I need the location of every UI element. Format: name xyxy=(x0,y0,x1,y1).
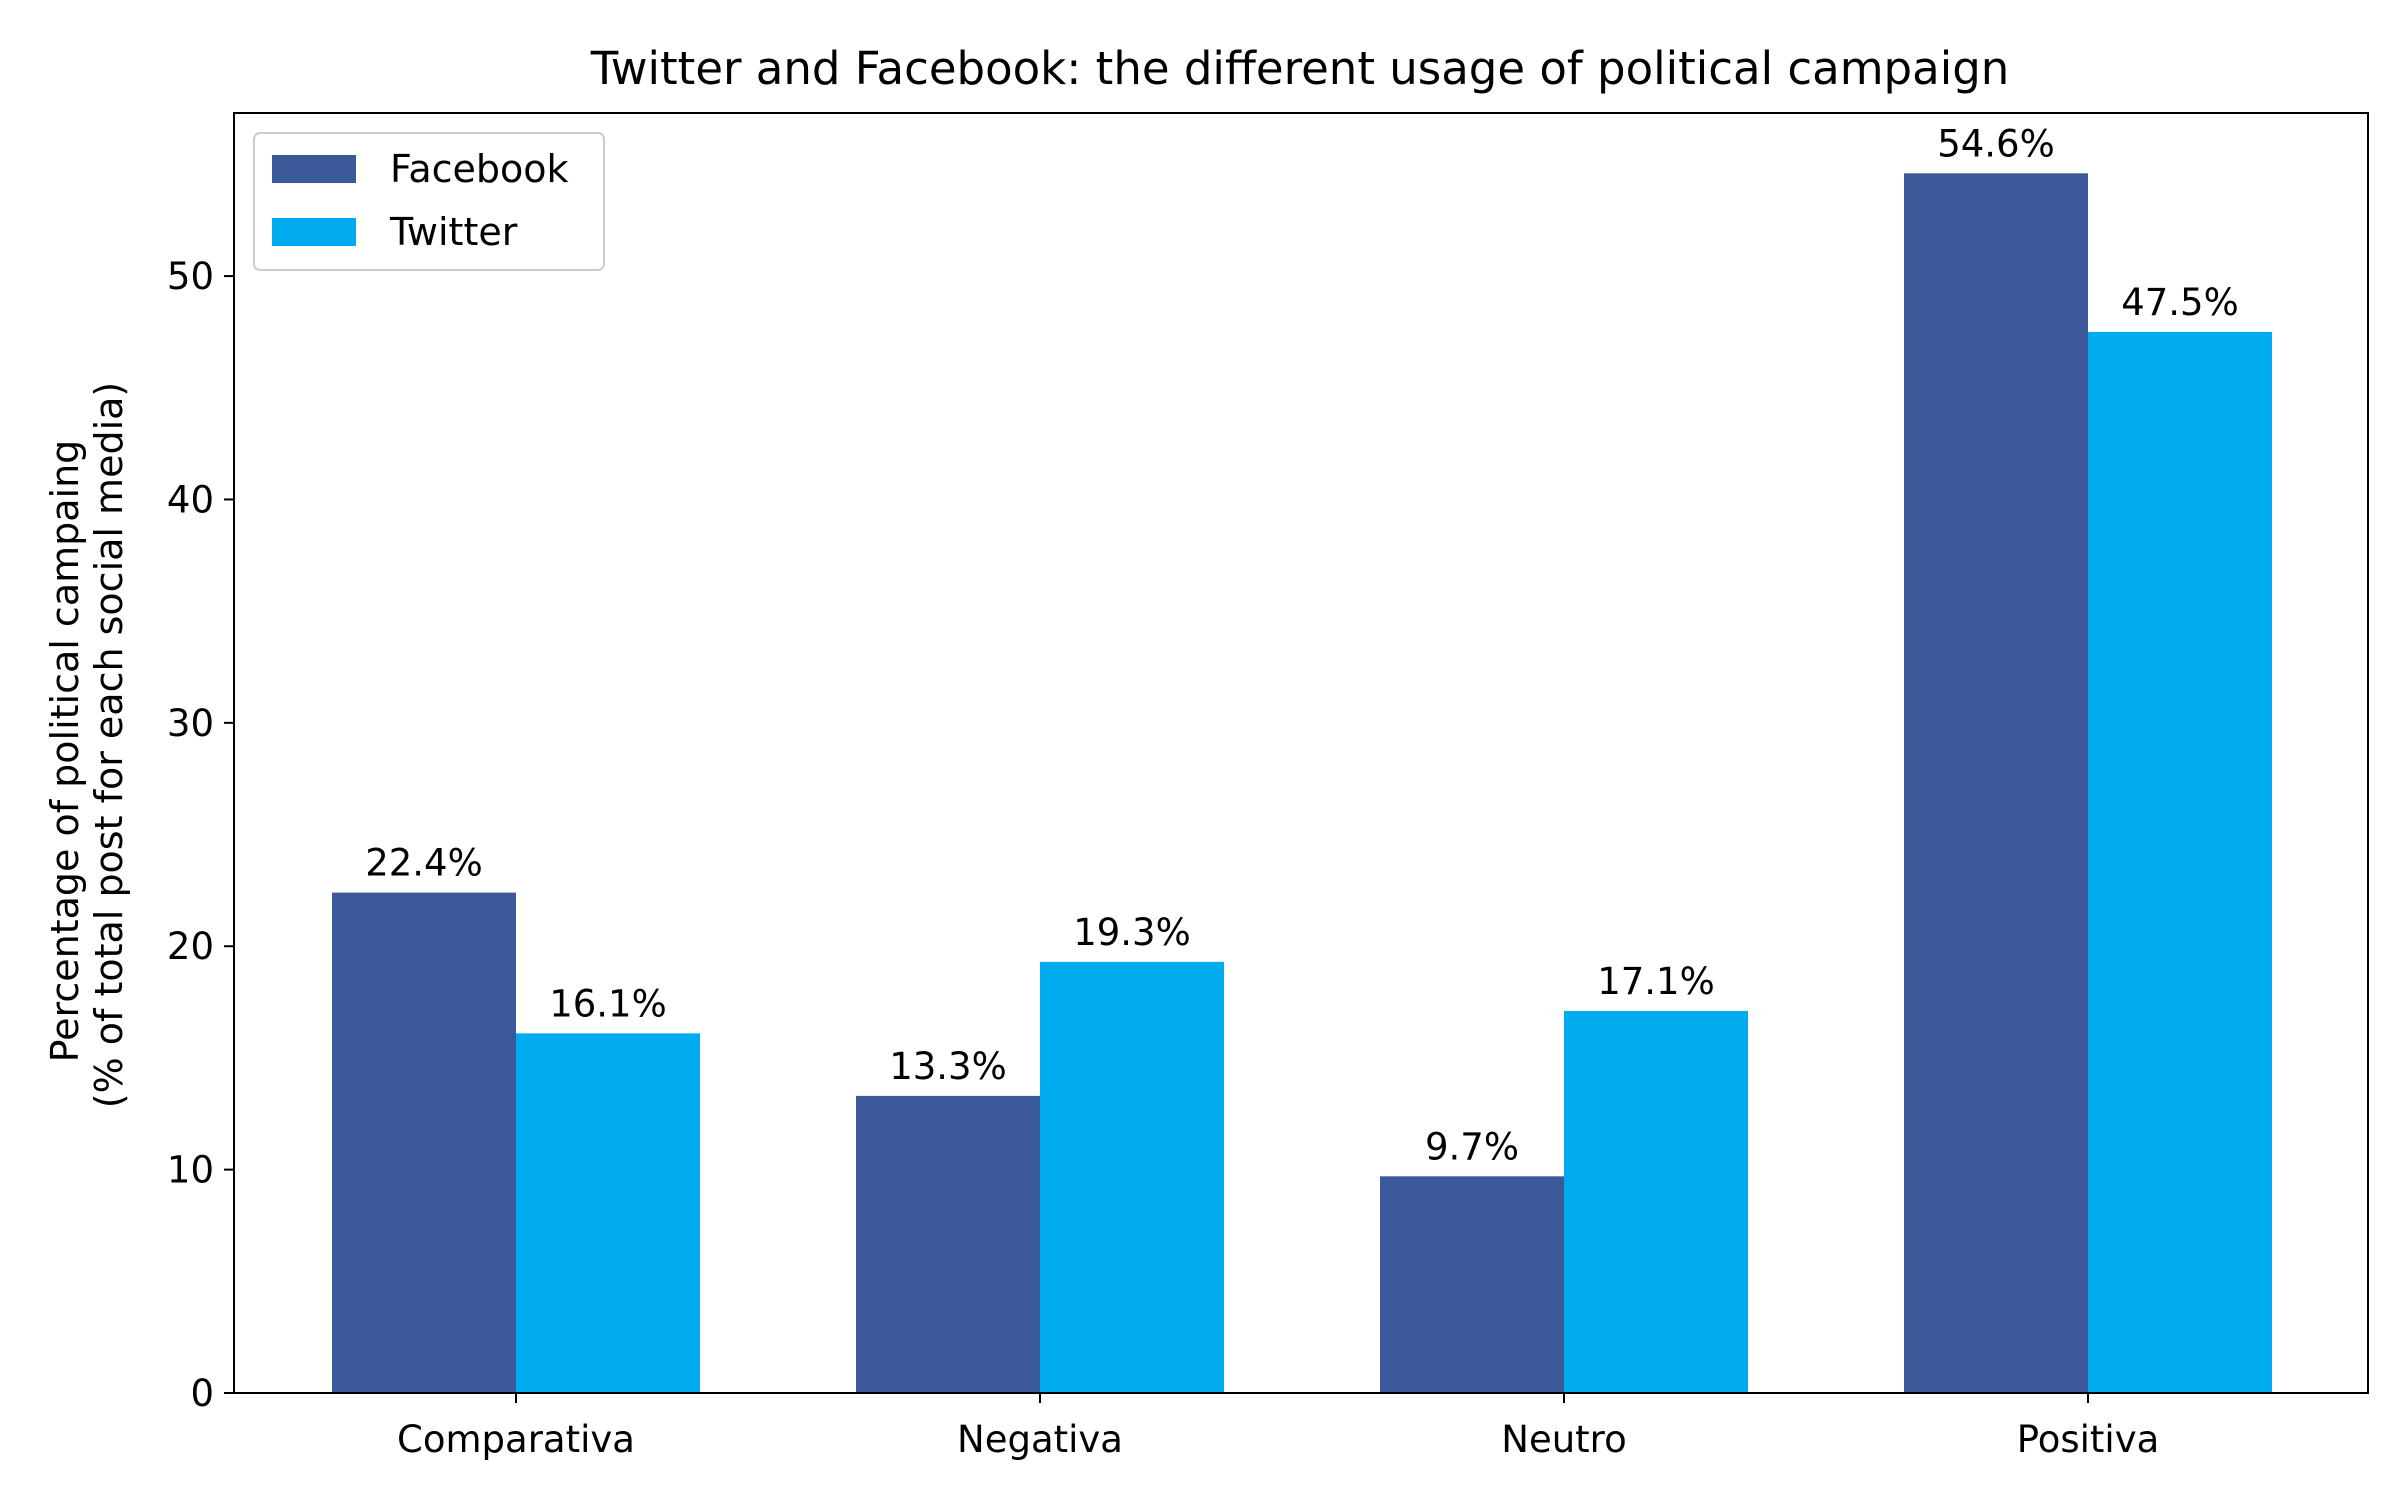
x-axis: Comparativa Negativa Neutro Positiva xyxy=(397,1393,2159,1461)
y-tick-label-0: 0 xyxy=(190,1372,214,1415)
bar-facebook-neutro xyxy=(1380,1176,1564,1393)
bar-facebook-negativa xyxy=(856,1095,1040,1393)
y-tick-label-20: 20 xyxy=(167,925,214,968)
y-axis-label-line-1: Percentage of political campaing xyxy=(43,440,87,1063)
data-label-facebook-positiva: 54.6% xyxy=(1937,122,2055,165)
chart-title: Twitter and Facebook: the different usag… xyxy=(590,42,2010,95)
data-label-twitter-comparativa: 16.1% xyxy=(549,982,667,1025)
plot-area-frame xyxy=(233,112,2369,1394)
data-labels-layer: 22.4% 16.1% 13.3% 19.3% 9.7% 17.1% 54.6% 47.5% xyxy=(365,122,2239,1168)
x-tick-label-neutro: Neutro xyxy=(1501,1418,1626,1461)
y-axis-label-line-2: (% of total post for each social media) xyxy=(87,382,131,1109)
data-label-facebook-neutro: 9.7% xyxy=(1425,1125,1519,1168)
y-axis-label: Percentage of political campaing (% of t… xyxy=(43,382,131,1109)
bar-facebook-positiva xyxy=(1904,173,2088,1394)
legend-label-facebook: Facebook xyxy=(390,147,569,191)
y-tick-label-50: 50 xyxy=(167,255,214,298)
bar-twitter-negativa xyxy=(1040,961,1224,1393)
data-label-twitter-neutro: 17.1% xyxy=(1597,960,1715,1003)
data-label-facebook-negativa: 13.3% xyxy=(889,1045,1007,1088)
x-tick-label-negativa: Negativa xyxy=(957,1418,1123,1461)
data-label-facebook-comparativa: 22.4% xyxy=(365,842,483,885)
data-label-twitter-positiva: 47.5% xyxy=(2121,281,2239,324)
y-axis: 0 10 20 30 40 50 xyxy=(167,255,234,1415)
bars-layer xyxy=(332,173,2272,1394)
bar-twitter-positiva xyxy=(2088,331,2272,1393)
x-tick-label-comparativa: Comparativa xyxy=(397,1418,635,1461)
x-tick-label-positiva: Positiva xyxy=(2017,1418,2160,1461)
bar-twitter-neutro xyxy=(1564,1011,1748,1393)
legend-label-twitter: Twitter xyxy=(389,210,518,254)
y-tick-label-10: 10 xyxy=(167,1149,214,1192)
legend: Facebook Twitter xyxy=(253,132,605,271)
bar-facebook-comparativa xyxy=(332,892,516,1393)
y-tick-label-30: 30 xyxy=(167,702,214,745)
data-label-twitter-negativa: 19.3% xyxy=(1073,911,1191,954)
legend-swatch-twitter xyxy=(272,218,356,246)
bar-twitter-comparativa xyxy=(516,1033,700,1393)
y-tick-label-40: 40 xyxy=(167,478,214,521)
legend-swatch-facebook xyxy=(272,155,356,183)
